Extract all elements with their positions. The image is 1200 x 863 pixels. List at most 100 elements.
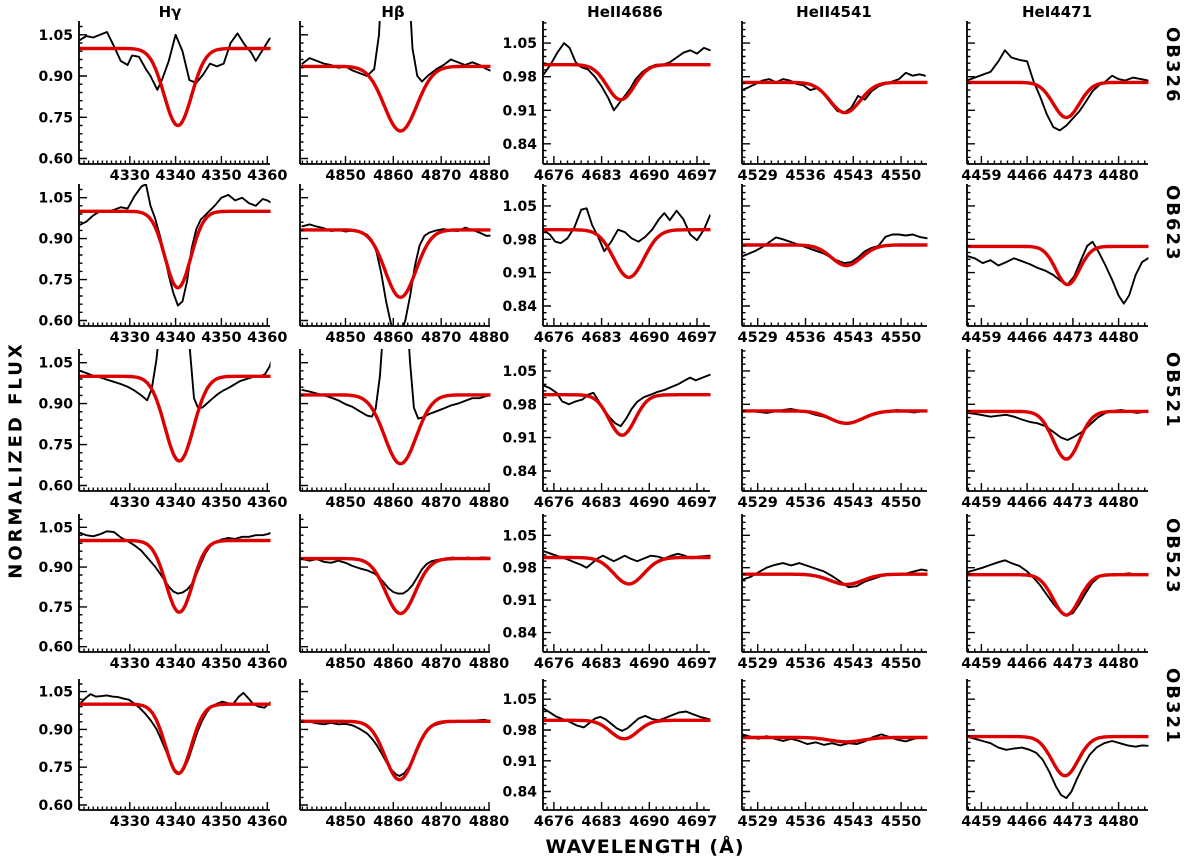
x-tick-label: 4850 bbox=[325, 168, 365, 184]
y-tick-label: 0.91 bbox=[502, 754, 537, 770]
model-fit-curve bbox=[300, 556, 491, 616]
y-tick-label: 0.91 bbox=[502, 431, 537, 447]
y-tick-label: 0.84 bbox=[502, 464, 537, 480]
x-tick-label: 4340 bbox=[155, 814, 195, 830]
y-tick-label: 0.60 bbox=[38, 798, 73, 814]
x-tick-label: 4536 bbox=[785, 656, 825, 672]
y-tick-label: 0.90 bbox=[38, 560, 73, 576]
y-tick-label: 1.05 bbox=[38, 191, 73, 207]
x-tick-label: 4550 bbox=[881, 330, 921, 346]
x-tick-label: 4676 bbox=[534, 168, 574, 184]
axis-lines bbox=[299, 679, 490, 811]
x-axis-title: WAVELENGTH (Å) bbox=[545, 836, 745, 858]
axis-ticks bbox=[300, 188, 490, 326]
spectrum-panel: 4459 4466 4473 4480 bbox=[961, 514, 1149, 672]
y-tick-label: 0.75 bbox=[38, 273, 73, 289]
x-tick-label: 4330 bbox=[110, 495, 150, 511]
model-fit-curve bbox=[742, 409, 928, 425]
x-tick-label: 4676 bbox=[534, 330, 574, 346]
x-tick-label: 4529 bbox=[738, 814, 778, 830]
x-tick-label: 4880 bbox=[469, 656, 509, 672]
y-tick-label: 1.05 bbox=[502, 364, 537, 380]
y-tick-label: 0.60 bbox=[38, 479, 73, 495]
x-tick-label: 4850 bbox=[325, 656, 365, 672]
axis-ticks bbox=[742, 22, 923, 165]
spectrum-panel: 4330 4340 4350 4360 0.60 0.75 0.90 1.05 bbox=[38, 184, 287, 346]
x-tick-label: 4870 bbox=[421, 495, 461, 511]
model-fit-curve bbox=[79, 209, 271, 290]
spectrum-panel: 4529 4536 4543 4550 bbox=[738, 184, 928, 346]
x-tick-label: 4697 bbox=[677, 168, 717, 184]
x-tick-label: 4697 bbox=[677, 330, 717, 346]
axis-ticks bbox=[78, 188, 268, 326]
x-tick-label: 4683 bbox=[581, 168, 621, 184]
model-fit-curve bbox=[543, 718, 711, 741]
model-fit-curve bbox=[79, 46, 271, 128]
y-tick-label: 0.91 bbox=[502, 593, 537, 609]
observed-spectrum-curve bbox=[79, 31, 271, 91]
x-tick-label: 4697 bbox=[677, 814, 717, 830]
axis-lines bbox=[966, 679, 1148, 811]
y-tick-label: 0.91 bbox=[502, 103, 537, 119]
axis-ticks bbox=[543, 515, 705, 653]
column-title-hbeta: Hβ bbox=[381, 3, 405, 21]
y-tick-label: 0.75 bbox=[38, 110, 73, 126]
x-tick-label: 4870 bbox=[421, 814, 461, 830]
axis-ticks bbox=[78, 25, 268, 164]
model-fit-curve bbox=[967, 734, 1149, 778]
x-tick-label: 4697 bbox=[677, 656, 717, 672]
spectrum-panel: 4850 4860 4870 4880 bbox=[299, 349, 509, 511]
y-tick-label: 0.60 bbox=[38, 152, 73, 168]
model-fit-curve bbox=[742, 735, 928, 744]
y-tick-label: 0.75 bbox=[38, 600, 73, 616]
spectrum-panel: 4529 4536 4543 4550 bbox=[738, 679, 928, 830]
x-tick-label: 4676 bbox=[534, 814, 574, 830]
axis-ticks bbox=[543, 350, 705, 492]
axis-ticks bbox=[78, 518, 268, 652]
axis-ticks bbox=[967, 350, 1146, 492]
x-tick-label: 4870 bbox=[421, 330, 461, 346]
x-tick-label: 4459 bbox=[961, 168, 1001, 184]
x-tick-label: 4683 bbox=[581, 330, 621, 346]
x-tick-label: 4880 bbox=[469, 168, 509, 184]
axis-lines bbox=[966, 184, 1148, 327]
x-tick-label: 4860 bbox=[373, 168, 413, 184]
x-tick-label: 4690 bbox=[629, 656, 669, 672]
spectrum-panel: 4330 4340 4350 4360 0.60 0.75 0.90 1.05 bbox=[38, 349, 287, 511]
axis-lines bbox=[299, 21, 490, 165]
x-tick-label: 4330 bbox=[110, 330, 150, 346]
x-tick-label: 4529 bbox=[738, 495, 778, 511]
x-tick-label: 4850 bbox=[325, 814, 365, 830]
y-tick-label: 1.05 bbox=[502, 36, 537, 52]
x-tick-label: 4350 bbox=[201, 168, 241, 184]
y-tick-label: 0.60 bbox=[38, 640, 73, 656]
observed-spectrum-curve bbox=[301, 718, 491, 777]
x-tick-label: 4697 bbox=[677, 495, 717, 511]
axis-ticks bbox=[967, 680, 1146, 811]
x-tick-label: 4473 bbox=[1053, 814, 1093, 830]
spectrum-panel: 4676 4683 4690 4697 0.84 0.91 0.98 1.05 bbox=[502, 184, 717, 346]
x-tick-label: 4360 bbox=[247, 656, 287, 672]
axis-lines bbox=[542, 514, 710, 653]
axis-lines bbox=[966, 21, 1148, 165]
spectrum-panel: 4459 4466 4473 4480 bbox=[961, 184, 1149, 346]
row-label-ob326: OB326 bbox=[1162, 27, 1183, 104]
model-fit-curve bbox=[543, 63, 711, 102]
x-tick-label: 4870 bbox=[421, 656, 461, 672]
x-tick-label: 4536 bbox=[785, 495, 825, 511]
y-tick-label: 1.05 bbox=[502, 692, 537, 708]
y-tick-label: 1.05 bbox=[38, 28, 73, 44]
x-tick-label: 4543 bbox=[833, 495, 873, 511]
x-tick-label: 4480 bbox=[1098, 495, 1138, 511]
x-tick-label: 4690 bbox=[629, 168, 669, 184]
x-tick-label: 4459 bbox=[961, 495, 1001, 511]
model-fit-curve bbox=[967, 409, 1149, 461]
observed-spectrum-curve bbox=[967, 49, 1149, 132]
axis-ticks bbox=[78, 683, 268, 810]
spectrum-panel: 4330 4340 4350 4360 0.60 0.75 0.90 1.05 bbox=[38, 514, 287, 672]
axis-ticks bbox=[300, 25, 490, 164]
x-tick-label: 4466 bbox=[1007, 168, 1047, 184]
axis-ticks bbox=[742, 185, 923, 327]
spectrum-panel: 4676 4683 4690 4697 0.84 0.91 0.98 1.05 bbox=[502, 514, 717, 672]
